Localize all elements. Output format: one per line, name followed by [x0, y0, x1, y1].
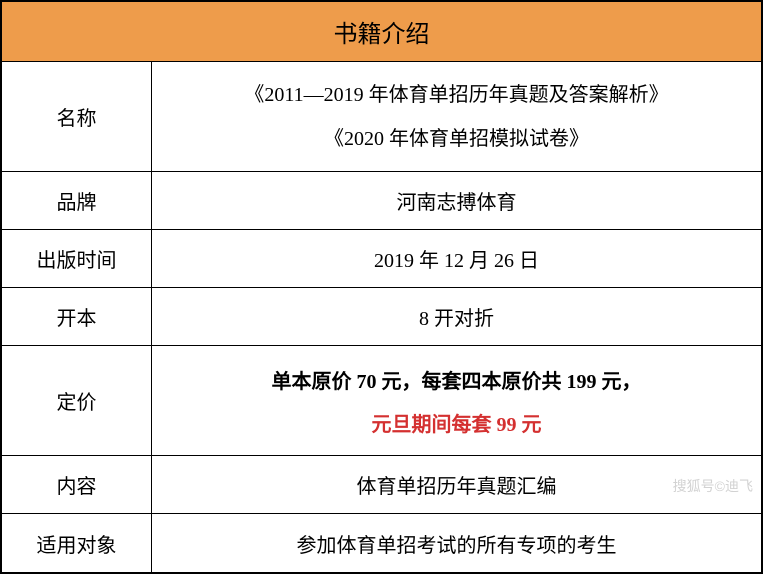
row-publish-date: 出版时间 2019 年 12 月 26 日: [2, 230, 761, 288]
value-publish-date: 2019 年 12 月 26 日: [152, 230, 761, 287]
watermark: 搜狐号©迪飞: [673, 476, 753, 496]
header-title: 书籍介绍: [334, 22, 430, 48]
price-line1: 单本原价 70 元，每套四本原价共 199 元，: [272, 365, 642, 394]
label-brand: 品牌: [2, 172, 152, 229]
row-format: 开本 8 开对折: [2, 288, 761, 346]
price-line2: 元旦期间每套 99 元: [372, 408, 542, 437]
row-content: 内容 体育单招历年真题汇编: [2, 456, 761, 514]
value-audience: 参加体育单招考试的所有专项的考生: [152, 514, 761, 572]
name-line1: 《2011—2019 年体育单招历年真题及答案解析》: [244, 73, 668, 117]
value-price: 单本原价 70 元，每套四本原价共 199 元， 元旦期间每套 99 元: [152, 346, 761, 455]
book-info-table: 书籍介绍 名称 《2011—2019 年体育单招历年真题及答案解析》 《2020…: [0, 0, 763, 574]
label-content: 内容: [2, 456, 152, 513]
table-header: 书籍介绍: [2, 2, 761, 62]
row-brand: 品牌 河南志搏体育: [2, 172, 761, 230]
label-name: 名称: [2, 62, 152, 171]
label-publish-date: 出版时间: [2, 230, 152, 287]
value-name: 《2011—2019 年体育单招历年真题及答案解析》 《2020 年体育单招模拟…: [152, 62, 761, 171]
label-price: 定价: [2, 346, 152, 455]
name-line2: 《2020 年体育单招模拟试卷》: [324, 117, 589, 161]
value-brand: 河南志搏体育: [152, 172, 761, 229]
row-price: 定价 单本原价 70 元，每套四本原价共 199 元， 元旦期间每套 99 元: [2, 346, 761, 456]
label-format: 开本: [2, 288, 152, 345]
value-content: 体育单招历年真题汇编: [152, 456, 761, 513]
row-name: 名称 《2011—2019 年体育单招历年真题及答案解析》 《2020 年体育单…: [2, 62, 761, 172]
value-format: 8 开对折: [152, 288, 761, 345]
label-audience: 适用对象: [2, 514, 152, 572]
row-audience: 适用对象 参加体育单招考试的所有专项的考生: [2, 514, 761, 572]
